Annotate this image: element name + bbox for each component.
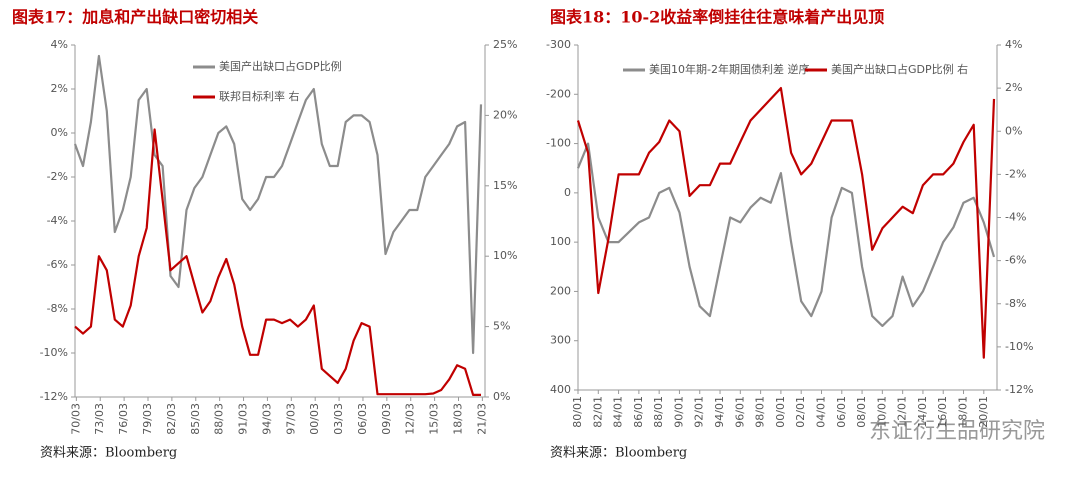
- x-tick-label: 82/03: [165, 403, 178, 435]
- y-tick-label: -4%: [47, 214, 68, 227]
- y-tick-label: -300: [546, 38, 571, 51]
- x-tick-label: 06/01: [835, 396, 848, 428]
- x-tick-label: 91/03: [237, 403, 250, 435]
- legend-label: 美国10年期-2年期国债利差 逆序: [649, 62, 809, 76]
- x-tick-label: 80/01: [571, 396, 584, 428]
- x-tick-label: 94/01: [713, 396, 726, 428]
- x-tick-label: 82/01: [591, 396, 604, 428]
- y-tick-label: 300: [550, 334, 571, 347]
- source: 资料来源：Bloomberg: [550, 446, 687, 461]
- y2-tick-label: 4%: [1005, 38, 1022, 51]
- x-tick-label: 86/01: [632, 396, 645, 428]
- x-tick-label: 00/03: [308, 403, 321, 435]
- y-tick-label: 0: [564, 186, 571, 199]
- x-tick-label: 88/01: [652, 396, 665, 428]
- y2-tick-label: -6%: [1005, 254, 1026, 267]
- x-tick-label: 90/01: [672, 396, 685, 428]
- x-tick-label: 16/01: [936, 396, 949, 428]
- x-tick-label: 76/03: [117, 403, 130, 435]
- y-tick-label: 0%: [51, 126, 68, 139]
- x-tick-label: 10/01: [875, 396, 888, 428]
- series-line: [576, 142, 996, 327]
- y2-tick-label: -4%: [1005, 211, 1026, 224]
- x-tick-label: 12/03: [404, 403, 417, 435]
- y2-tick-label: -12%: [1005, 383, 1033, 396]
- y-tick-label: 200: [550, 284, 571, 297]
- y2-tick-label: 25%: [493, 38, 517, 51]
- series-line: [73, 54, 483, 355]
- y-tick-label: -100: [546, 137, 571, 150]
- y-tick-label: -10%: [40, 346, 68, 359]
- x-tick-label: 21/03: [475, 403, 488, 435]
- x-tick-label: 15/03: [428, 403, 441, 435]
- y-tick-label: -6%: [47, 258, 68, 271]
- series-line: [576, 87, 996, 359]
- y-tick-label: 400: [550, 383, 571, 396]
- y-tick-label: -2%: [47, 170, 68, 183]
- series-line: [74, 128, 481, 396]
- x-tick-label: 06/03: [356, 403, 369, 435]
- x-tick-label: 00/01: [774, 396, 787, 428]
- x-tick-label: 73/03: [93, 403, 106, 435]
- x-tick-label: 18/03: [451, 403, 464, 435]
- x-tick-label: 04/01: [814, 396, 827, 428]
- x-tick-label: 94/03: [260, 403, 273, 435]
- x-tick-label: 08/01: [855, 396, 868, 428]
- x-tick-label: 12/01: [896, 396, 909, 428]
- legend-label: 美国产出缺口占GDP比例: [219, 59, 342, 73]
- y2-tick-label: -2%: [1005, 167, 1026, 180]
- chart-title: 图表17：加息和产出缺口密切相关: [12, 8, 258, 27]
- y2-tick-label: 20%: [493, 108, 517, 121]
- y-tick-label: 2%: [51, 82, 68, 95]
- y-tick-label: -8%: [47, 302, 68, 315]
- y-tick-label: -12%: [40, 390, 68, 403]
- y2-tick-label: 15%: [493, 179, 517, 192]
- legend-label: 联邦目标利率 右: [219, 89, 300, 103]
- y-tick-label: 4%: [51, 38, 68, 51]
- y2-tick-label: 5%: [493, 320, 510, 333]
- y2-tick-label: 0%: [493, 390, 510, 403]
- x-tick-label: 98/01: [754, 396, 767, 428]
- x-tick-label: 88/03: [213, 403, 226, 435]
- x-tick-label: 18/01: [957, 396, 970, 428]
- legend-label: 美国产出缺口占GDP比例 右: [831, 62, 968, 76]
- watermark: 东证衍生品研究院: [869, 419, 1045, 444]
- y-tick-label: -200: [546, 87, 571, 100]
- x-tick-label: 03/03: [332, 403, 345, 435]
- x-tick-label: 09/03: [380, 403, 393, 435]
- x-tick-label: 84/01: [612, 396, 625, 428]
- x-tick-label: 97/03: [284, 403, 297, 435]
- y2-tick-label: 0%: [1005, 124, 1022, 137]
- x-tick-label: 14/01: [916, 396, 929, 428]
- x-tick-label: 20/01: [977, 396, 990, 428]
- y2-tick-label: 10%: [493, 249, 517, 262]
- x-tick-label: 02/01: [794, 396, 807, 428]
- y2-tick-label: -8%: [1005, 297, 1026, 310]
- source: 资料来源：Bloomberg: [40, 446, 177, 461]
- y2-tick-label: 2%: [1005, 81, 1022, 94]
- chart-title: 图表18：10-2收益率倒挂往往意味着产出见顶: [550, 8, 884, 27]
- y-tick-label: 100: [550, 235, 571, 248]
- y2-tick-label: -10%: [1005, 340, 1033, 353]
- x-tick-label: 96/01: [733, 396, 746, 428]
- x-tick-label: 85/03: [189, 403, 202, 435]
- x-tick-label: 92/01: [693, 396, 706, 428]
- x-tick-label: 79/03: [141, 403, 154, 435]
- x-tick-label: 70/03: [69, 403, 82, 435]
